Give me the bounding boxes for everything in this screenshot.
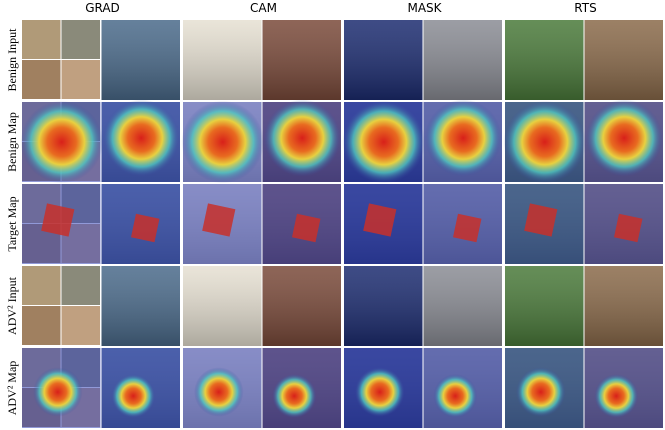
thumb [61,20,100,59]
thumb [22,266,61,305]
target [291,213,321,243]
thumb [22,20,61,59]
thumb [61,60,100,99]
image-cell [344,20,423,100]
image-cell [344,266,423,346]
target [202,203,236,237]
column-header: CAM [250,1,277,15]
thumb [22,306,61,345]
shade [344,20,423,100]
thumb [61,266,100,305]
heat [424,99,502,177]
image-cell [584,20,663,100]
image-cell [183,266,262,346]
heat [433,374,478,418]
row-label: ADV² Map [5,361,19,416]
heat [342,100,425,184]
shade [101,20,180,100]
image-cell [262,348,341,428]
row-label: Benign Input [5,28,19,92]
image-cell [22,348,101,428]
shade [584,20,663,100]
image-cell [101,20,180,100]
image-grid [20,20,663,428]
thumb [22,60,61,99]
image-cell [101,99,180,182]
heat [355,367,405,417]
thumb [61,306,100,345]
heat [194,367,244,417]
heat [272,374,317,418]
shade [183,20,262,100]
image-cell [262,99,341,182]
heat [102,99,180,177]
image-cell [183,348,262,428]
image-cell [101,348,180,428]
image-cell [505,348,584,428]
image-cell [181,100,264,184]
shade [262,266,341,346]
target [452,213,482,243]
target [613,213,643,243]
column-header: MASK [407,1,442,15]
image-cell [22,184,101,264]
image-cell [505,20,584,100]
shade [505,266,584,346]
heat [263,99,341,177]
heat [20,100,103,184]
shade [183,266,262,346]
image-cell [584,184,663,264]
image-cell [344,184,423,264]
shade [262,20,341,100]
image-cell [503,100,586,184]
column-header: GRAD [85,1,120,15]
image-cell [101,266,180,346]
heat [181,100,264,184]
target [41,203,75,237]
heat [111,374,156,418]
shade [101,266,180,346]
image-cell [584,266,663,346]
row-label: Target Map [5,196,19,251]
image-cell [342,100,425,184]
image-cell [505,184,584,264]
heat [33,367,83,417]
column-header: RTS [574,1,596,15]
shade [505,20,584,100]
image-cell [423,20,502,100]
shade [584,266,663,346]
image-cell [423,266,502,346]
target [363,203,397,237]
image-cell [584,99,663,182]
image-cell [183,20,262,100]
image-cell [262,266,341,346]
target [130,213,160,243]
image-cell [423,99,502,182]
shade [423,20,502,100]
image-cell [183,184,262,264]
image-cell [101,184,180,264]
image-cell [423,348,502,428]
image-cell [584,348,663,428]
image-cell [22,266,100,345]
image-cell [423,184,502,264]
heat [594,374,639,418]
heat [516,367,566,417]
image-cell [262,20,341,100]
shade [344,266,423,346]
target [524,203,558,237]
image-cell [20,100,103,184]
row-label: ADV² Input [5,276,19,335]
shade [423,266,502,346]
image-cell [262,184,341,264]
image-cell [22,20,100,99]
heat [585,99,663,177]
heat [503,100,586,184]
image-cell [344,348,423,428]
image-cell [505,266,584,346]
row-label: Benign Map [5,112,19,172]
